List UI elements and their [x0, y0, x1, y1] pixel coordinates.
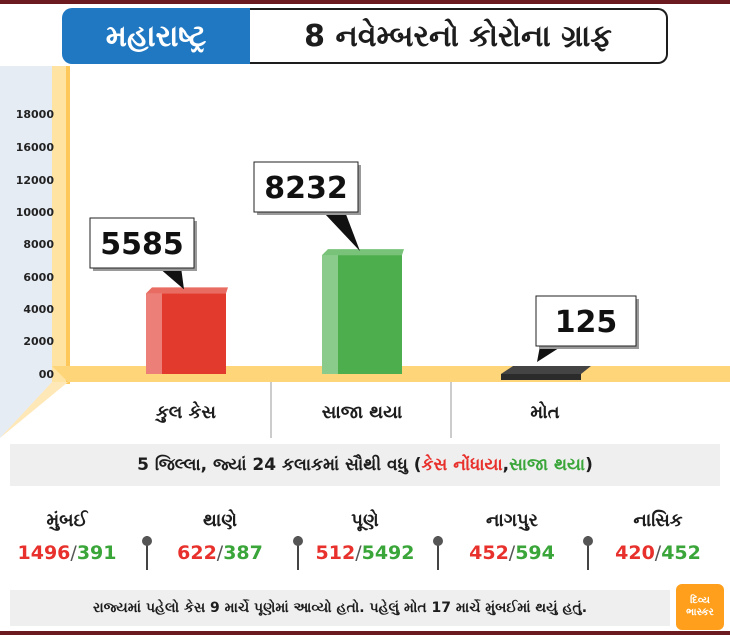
chart-axis-strip — [52, 66, 68, 384]
callout-pointer — [323, 212, 360, 252]
districts-heading-suffix: ) — [585, 455, 593, 475]
callout-pointer — [159, 268, 184, 290]
bar-body — [146, 293, 226, 374]
value-callout: 5585 — [89, 217, 197, 290]
logo-line2: ભાસ્કર — [686, 607, 714, 618]
value-callout: 8232 — [253, 161, 361, 252]
bar-top — [146, 287, 228, 294]
district-name: નાસિક — [633, 510, 683, 531]
district-values: 1496/391 — [17, 542, 117, 564]
category-label: કુલ કેસ — [154, 401, 216, 423]
y-tick-label: 4000 — [23, 303, 54, 316]
bar-chart: 00 2000 4000 6000 8000 10000 12000 16000 18000 5… — [0, 66, 730, 438]
callout-pointer — [537, 346, 562, 362]
districts-heading: 5 જિલ્લા, જ્યાં 24 કલાકમાં સૌથી વધુ ( કે… — [10, 444, 720, 486]
district-cases: 622 — [177, 542, 217, 564]
y-tick-label: 8000 — [23, 238, 54, 251]
region-title: મહારાષ્ટ્ર — [62, 8, 250, 64]
district-values: 452/594 — [469, 542, 555, 564]
recovered-legend: સાજા થયા — [509, 455, 586, 475]
district-item: નાસિક 420/452 — [593, 510, 723, 564]
chart-left-wall — [0, 66, 52, 438]
district-name: નાગપુર — [486, 510, 538, 531]
brand-logo: દિવ્ય ભાસ્કર — [676, 584, 724, 630]
bar — [322, 249, 404, 374]
district-name: પૂણે — [351, 510, 379, 531]
district-item: થાણે 622/387 — [155, 510, 285, 564]
district-name: થાણે — [203, 510, 237, 531]
divider-pin — [142, 536, 152, 570]
callout-box — [253, 161, 359, 213]
district-cases: 1496 — [17, 542, 71, 564]
divider-pin — [583, 536, 593, 570]
bottom-border — [0, 631, 730, 635]
district-recovered: 594 — [515, 542, 555, 564]
chart-floor-edge — [0, 382, 68, 438]
bar-value-label: 8232 — [264, 171, 348, 206]
district-cases: 420 — [615, 542, 655, 564]
legend-comma: , — [502, 455, 510, 475]
callout-box — [535, 295, 637, 347]
footer-note: રાજ્યમાં પહેલો કેસ 9 માર્ચે પૂણેમાં આવ્ય… — [10, 590, 670, 626]
cases-legend: કેસ નોંધાયા — [421, 455, 503, 475]
bar — [501, 366, 591, 380]
district-recovered: 5492 — [361, 542, 415, 564]
bar-value-label: 5585 — [100, 227, 184, 262]
y-tick-label: 16000 — [16, 141, 55, 154]
bar-highlight — [322, 255, 338, 374]
y-tick-label: 00 — [39, 368, 55, 381]
district-recovered: 387 — [223, 542, 263, 564]
y-tick-label: 18000 — [16, 108, 55, 121]
district-recovered: 391 — [76, 542, 117, 564]
value-callout: 125 — [535, 295, 639, 362]
divider-pin — [293, 536, 303, 570]
bar-top — [501, 366, 591, 374]
district-item: નાગપુર 452/594 — [447, 510, 577, 564]
districts-heading-prefix: 5 જિલ્લા, જ્યાં 24 કલાકમાં સૌથી વધુ ( — [137, 455, 422, 475]
district-values: 420/452 — [615, 542, 701, 564]
bar-top — [322, 249, 404, 256]
district-name: મુંબઈ — [46, 510, 88, 531]
y-tick-label: 2000 — [23, 335, 54, 348]
bar-body — [501, 374, 581, 380]
district-item: પૂણે 512/5492 — [300, 510, 430, 564]
district-recovered: 452 — [661, 542, 701, 564]
district-values: 512/5492 — [315, 542, 415, 564]
page-title: 8 નવેમ્બરનો કોરોના ગ્રાફ — [250, 8, 668, 64]
bar — [146, 287, 228, 374]
chart-axis-edge — [66, 66, 70, 384]
bar-body — [322, 255, 402, 374]
callout-box — [89, 217, 195, 269]
bar-highlight — [146, 293, 162, 374]
category-label: મોત — [530, 401, 559, 423]
y-tick-label: 10000 — [16, 206, 55, 219]
district-item: મુંબઈ 1496/391 — [2, 510, 132, 564]
top-border — [0, 0, 730, 4]
logo-line1: દિવ્ય — [690, 595, 710, 606]
category-label: સાજા થયા — [322, 402, 403, 423]
y-tick-label: 12000 — [16, 174, 55, 187]
district-values: 622/387 — [177, 542, 263, 564]
district-cases: 452 — [469, 542, 509, 564]
district-list: મુંબઈ 1496/391 થાણે 622/387 પૂણે 512/549… — [0, 510, 730, 576]
divider-pin — [433, 536, 443, 570]
district-cases: 512 — [315, 542, 356, 564]
bar-value-label: 125 — [555, 305, 618, 340]
y-tick-label: 6000 — [23, 271, 54, 284]
